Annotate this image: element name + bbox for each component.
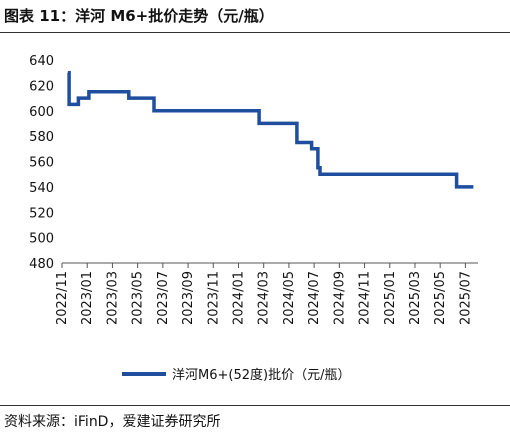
price-line-chart: 480 500 520 540 560 580 600 620 640 2022/11 2023/…: [29, 54, 478, 383]
y-tick-label: 540: [29, 181, 54, 196]
y-tick-label: 480: [29, 257, 54, 272]
y-tick-label: 640: [29, 54, 54, 69]
x-tick-label: 2024/07: [307, 271, 322, 325]
x-tick-label: 2024/05: [282, 271, 297, 325]
x-tick-label: 2024/01: [231, 271, 246, 325]
chart-title: 图表 11：洋河 M6+批价走势（元/瓶）: [4, 7, 274, 25]
series-line: [67, 70, 474, 189]
x-tick-label: 2025/07: [458, 271, 473, 325]
x-tick-label: 2025/05: [433, 271, 448, 325]
x-tick-label: 2024/09: [332, 271, 347, 325]
x-tick-label: 2023/07: [156, 271, 171, 325]
x-tick-label: 2023/11: [206, 271, 221, 325]
x-tick-label: 2023/03: [105, 271, 120, 325]
y-tick-label: 520: [29, 206, 54, 221]
x-tick-label: 2024/03: [257, 271, 272, 325]
y-tick-label: 580: [29, 130, 54, 145]
x-tick-label: 2023/05: [131, 271, 146, 325]
y-tick-label: 560: [29, 156, 54, 171]
source-note: 资料来源：iFinD，爱建证券研究所: [4, 414, 221, 430]
title-divider: [0, 32, 510, 33]
y-tick-label: 620: [29, 79, 54, 94]
x-tick-label: 2025/03: [408, 271, 423, 325]
x-tick-label: 2025/01: [383, 271, 398, 325]
legend-label: 洋河M6+(52度)批价（元/瓶）: [172, 367, 350, 383]
y-tick-label: 500: [29, 232, 54, 247]
source-divider: [0, 405, 510, 406]
x-tick-label: 2023/01: [80, 271, 95, 325]
x-tick-label: 2023/09: [181, 271, 196, 325]
x-tick-label: 2024/11: [358, 271, 373, 325]
y-tick-label: 600: [29, 105, 54, 120]
x-tick-label: 2022/11: [55, 271, 70, 325]
